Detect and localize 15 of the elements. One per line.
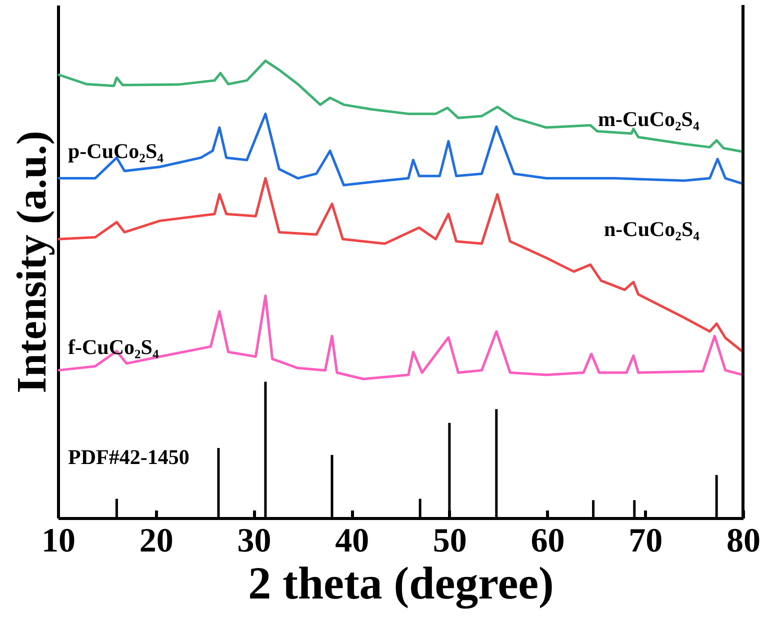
x-tick-label: 70: [628, 522, 663, 560]
series-label: f-CuCo₂S₄: [68, 335, 160, 359]
x-tick-label: 20: [139, 522, 174, 560]
x-tick-label: 40: [335, 522, 370, 560]
series-label: PDF#42-1450: [68, 445, 190, 469]
series-label: p-CuCo₂S₄: [68, 139, 164, 163]
series-label: m-CuCo₂S₄: [598, 107, 700, 131]
y-axis-title: Intensity (a.u.): [10, 130, 56, 394]
x-tick-label: 60: [530, 522, 565, 560]
x-tick-label: 80: [726, 522, 760, 560]
x-tick-label: 30: [237, 522, 272, 560]
x-axis-title: 2 theta (degree): [248, 558, 554, 610]
x-tick-label: 50: [432, 522, 467, 560]
series-label: n-CuCo₂S₄: [604, 217, 700, 241]
x-tick-label: 10: [42, 522, 76, 560]
